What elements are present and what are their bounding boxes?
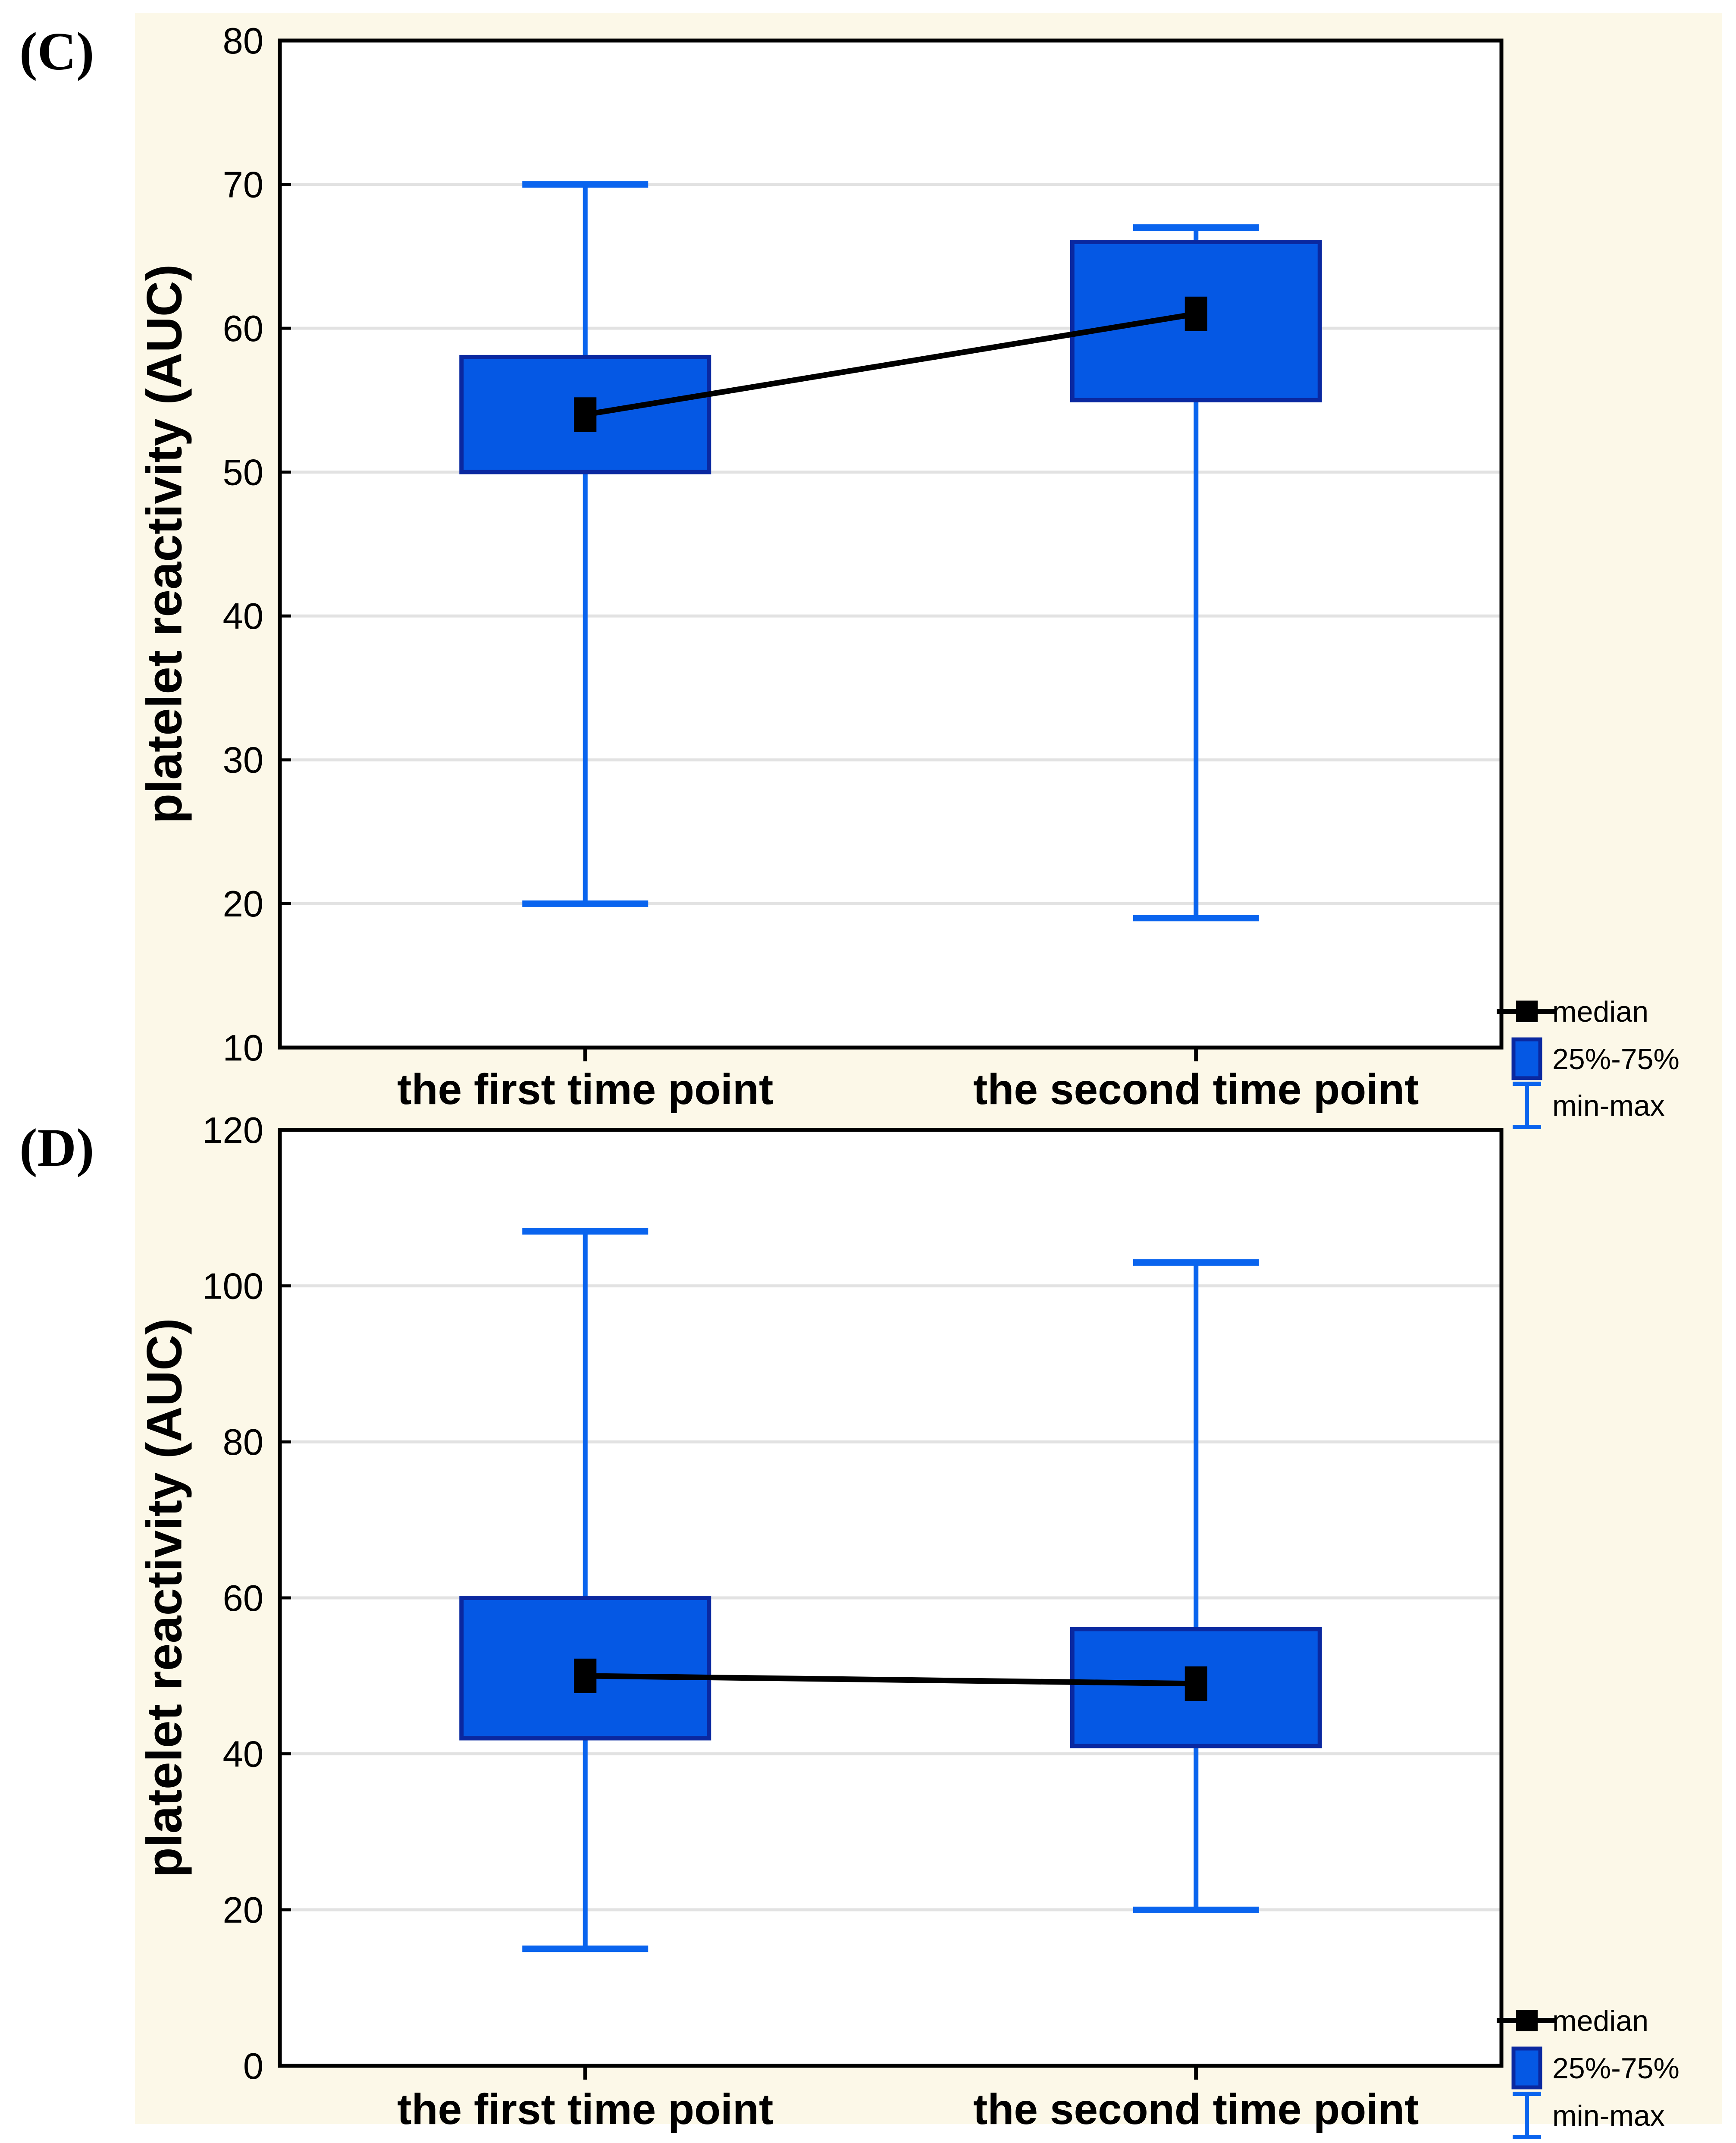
- y-axis-title: platelet reactivity (AUC): [137, 264, 192, 824]
- legend-median-marker-icon: [1516, 2010, 1538, 2031]
- y-tick-label: 0: [243, 2046, 263, 2087]
- legend-label: 25%-75%: [1552, 1043, 1680, 1076]
- median-marker: [574, 397, 597, 432]
- median-marker: [574, 1658, 597, 1693]
- legend-box-icon: [1511, 1037, 1542, 1080]
- legend-box-icon: [1511, 2046, 1542, 2090]
- median-marker: [1184, 296, 1207, 331]
- y-tick-label: 10: [222, 1028, 263, 1069]
- y-tick-label: 20: [222, 1890, 263, 1931]
- x-category-label: the second time point: [973, 2085, 1419, 2134]
- y-tick-label: 60: [222, 308, 263, 349]
- y-tick-label: 50: [222, 452, 263, 493]
- iqr-box: [1070, 1627, 1322, 1748]
- legend-label: median: [1552, 2005, 1648, 2037]
- legend-label: median: [1552, 995, 1648, 1028]
- legend-median-marker-icon: [1516, 1001, 1538, 1022]
- panel-label-d: (D): [19, 1118, 94, 1178]
- median-connector-line: [585, 311, 1197, 417]
- y-axis-title: platelet reactivity (AUC): [137, 1318, 192, 1877]
- y-tick-label: 20: [222, 884, 263, 925]
- median-marker: [1184, 1666, 1207, 1701]
- x-category-label: the first time point: [397, 1065, 773, 1114]
- y-tick-label: 120: [202, 1110, 263, 1151]
- x-category-label: the first time point: [397, 2085, 773, 2134]
- x-category-label: the second time point: [973, 1065, 1419, 1114]
- legend-label: 25%-75%: [1552, 2052, 1680, 2085]
- legend-label: min-max: [1552, 1089, 1665, 1122]
- plot-frame: [278, 38, 1504, 1050]
- y-tick-label: 30: [222, 740, 263, 781]
- plot-area: [280, 41, 1501, 1048]
- y-tick-label: 70: [222, 164, 263, 205]
- y-tick-label: 100: [202, 1266, 263, 1307]
- median-connector-line: [585, 1673, 1196, 1687]
- y-tick-label: 40: [222, 1734, 263, 1775]
- legend-label: min-max: [1552, 2099, 1665, 2132]
- plot-frame: [278, 1128, 1504, 2068]
- y-tick-label: 80: [222, 21, 263, 62]
- y-tick-label: 60: [222, 1578, 263, 1619]
- panel-label-c: (C): [19, 22, 94, 82]
- y-tick-label: 80: [222, 1422, 263, 1463]
- y-tick-label: 40: [222, 596, 263, 637]
